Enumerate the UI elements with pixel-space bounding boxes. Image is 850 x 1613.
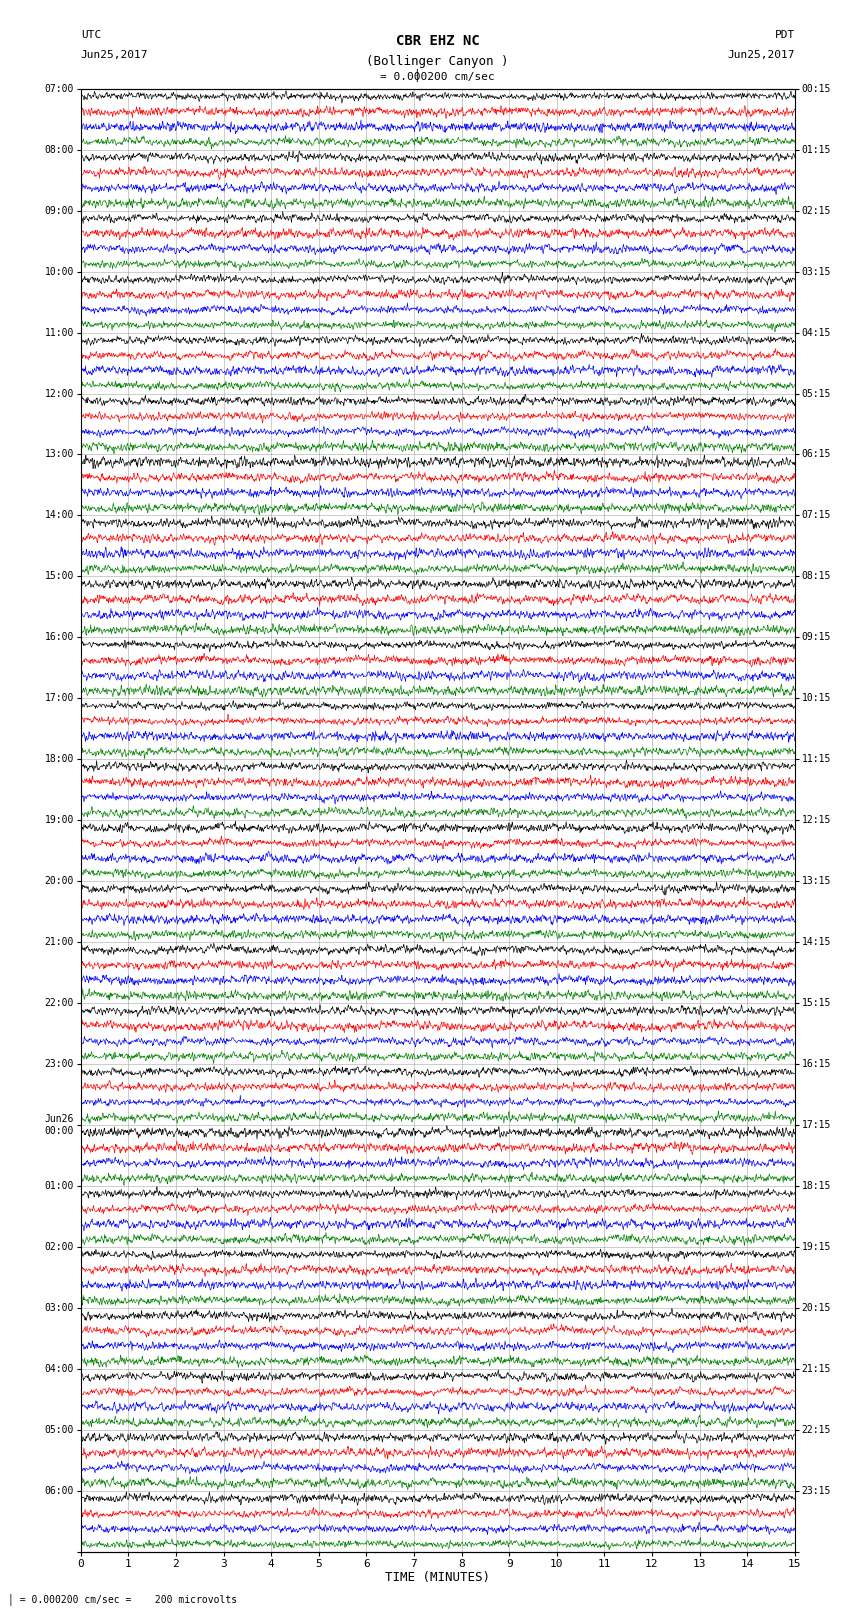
Text: │: │ xyxy=(413,69,420,82)
X-axis label: TIME (MINUTES): TIME (MINUTES) xyxy=(385,1571,490,1584)
Text: PDT: PDT xyxy=(774,31,795,40)
Text: CBR EHZ NC: CBR EHZ NC xyxy=(396,34,479,48)
Text: │ = 0.000200 cm/sec =    200 microvolts: │ = 0.000200 cm/sec = 200 microvolts xyxy=(8,1594,238,1605)
Text: UTC: UTC xyxy=(81,31,101,40)
Text: Jun25,2017: Jun25,2017 xyxy=(81,50,148,60)
Text: (Bollinger Canyon ): (Bollinger Canyon ) xyxy=(366,55,509,68)
Text: Jun25,2017: Jun25,2017 xyxy=(728,50,795,60)
Text: = 0.000200 cm/sec: = 0.000200 cm/sec xyxy=(380,73,495,82)
